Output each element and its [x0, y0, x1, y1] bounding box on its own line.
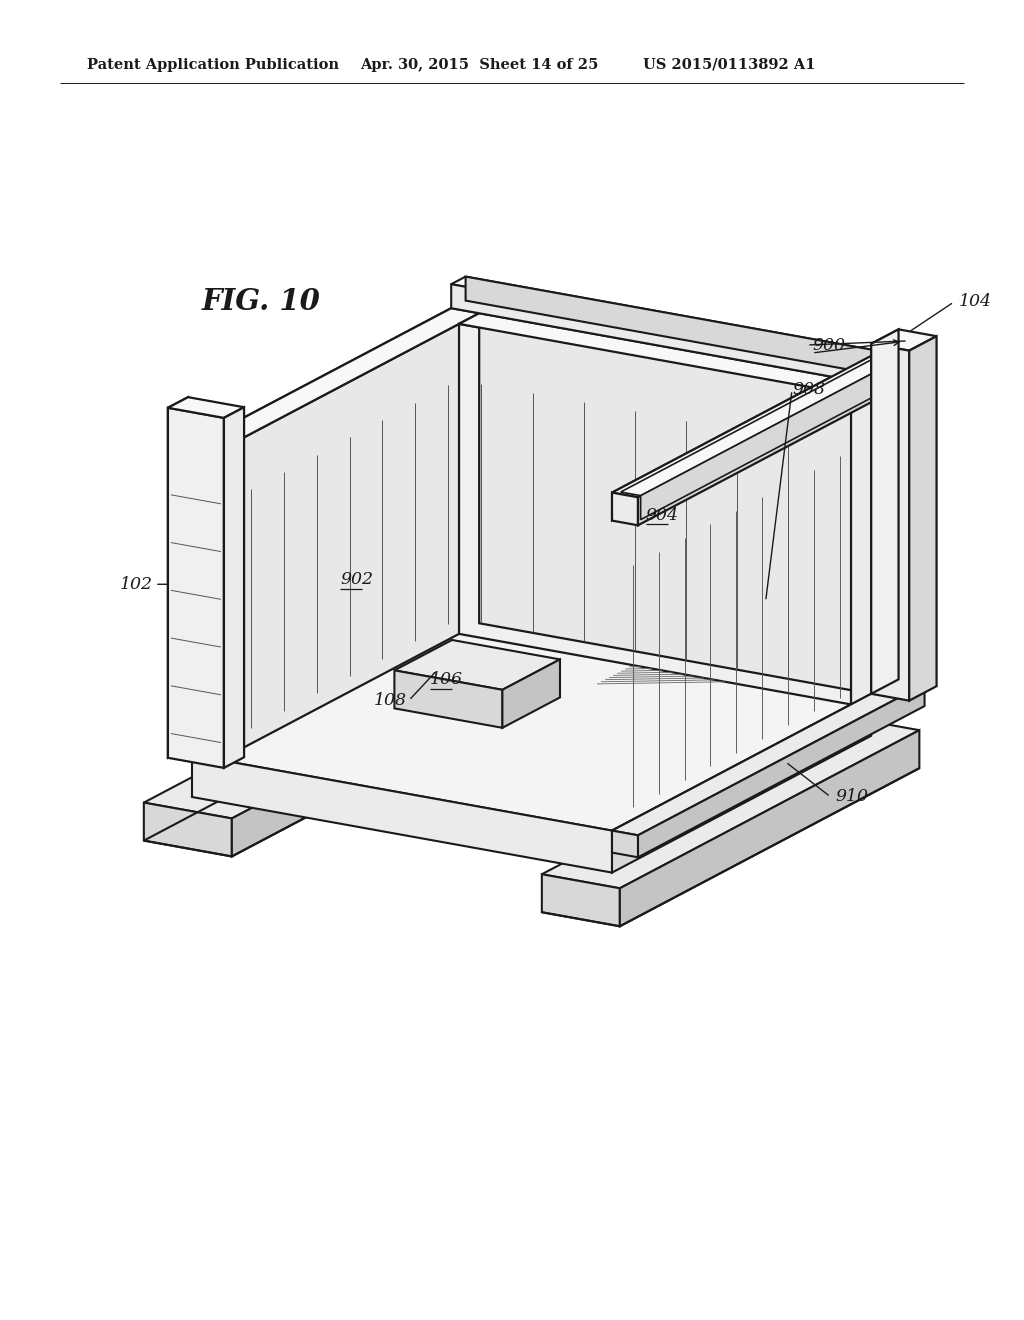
- Polygon shape: [542, 717, 920, 888]
- Text: 908: 908: [792, 381, 825, 399]
- Text: US 2015/0113892 A1: US 2015/0113892 A1: [643, 58, 815, 73]
- Polygon shape: [503, 660, 560, 727]
- Polygon shape: [871, 330, 937, 351]
- Polygon shape: [193, 755, 612, 873]
- Text: 106: 106: [430, 672, 463, 689]
- Polygon shape: [612, 830, 638, 857]
- Text: 902: 902: [340, 572, 373, 589]
- Text: 104: 104: [958, 293, 992, 310]
- Text: Apr. 30, 2015  Sheet 14 of 25: Apr. 30, 2015 Sheet 14 of 25: [360, 58, 598, 73]
- Polygon shape: [231, 660, 531, 857]
- Polygon shape: [459, 313, 871, 395]
- Polygon shape: [459, 323, 851, 705]
- Polygon shape: [479, 313, 871, 694]
- Text: 910: 910: [836, 788, 868, 805]
- Polygon shape: [542, 874, 620, 927]
- Text: FIG. 10: FIG. 10: [202, 288, 321, 317]
- Polygon shape: [871, 330, 899, 694]
- Polygon shape: [641, 354, 910, 520]
- Polygon shape: [466, 277, 886, 376]
- Polygon shape: [612, 342, 925, 498]
- Polygon shape: [193, 445, 220, 760]
- Polygon shape: [143, 644, 531, 818]
- Text: 900: 900: [812, 337, 845, 354]
- Polygon shape: [612, 342, 899, 520]
- Polygon shape: [168, 408, 224, 768]
- Polygon shape: [612, 492, 638, 525]
- Text: Patent Application Publication: Patent Application Publication: [87, 58, 339, 73]
- Polygon shape: [620, 730, 920, 927]
- Polygon shape: [394, 640, 560, 690]
- Polygon shape: [394, 671, 503, 727]
- Polygon shape: [612, 694, 871, 873]
- Text: 102: 102: [120, 576, 153, 593]
- Polygon shape: [193, 308, 452, 755]
- Polygon shape: [224, 408, 244, 768]
- Text: 108: 108: [374, 692, 407, 709]
- Polygon shape: [612, 680, 925, 836]
- Polygon shape: [452, 284, 871, 384]
- Polygon shape: [851, 384, 871, 705]
- Polygon shape: [909, 337, 937, 701]
- Polygon shape: [452, 277, 886, 360]
- Polygon shape: [871, 343, 909, 701]
- Polygon shape: [193, 618, 871, 830]
- Polygon shape: [220, 313, 479, 760]
- Polygon shape: [638, 346, 925, 525]
- Text: 904: 904: [646, 507, 679, 524]
- Polygon shape: [638, 684, 925, 857]
- Polygon shape: [621, 350, 910, 495]
- Polygon shape: [193, 308, 479, 450]
- Polygon shape: [168, 397, 244, 418]
- Polygon shape: [143, 803, 231, 857]
- Polygon shape: [168, 397, 188, 758]
